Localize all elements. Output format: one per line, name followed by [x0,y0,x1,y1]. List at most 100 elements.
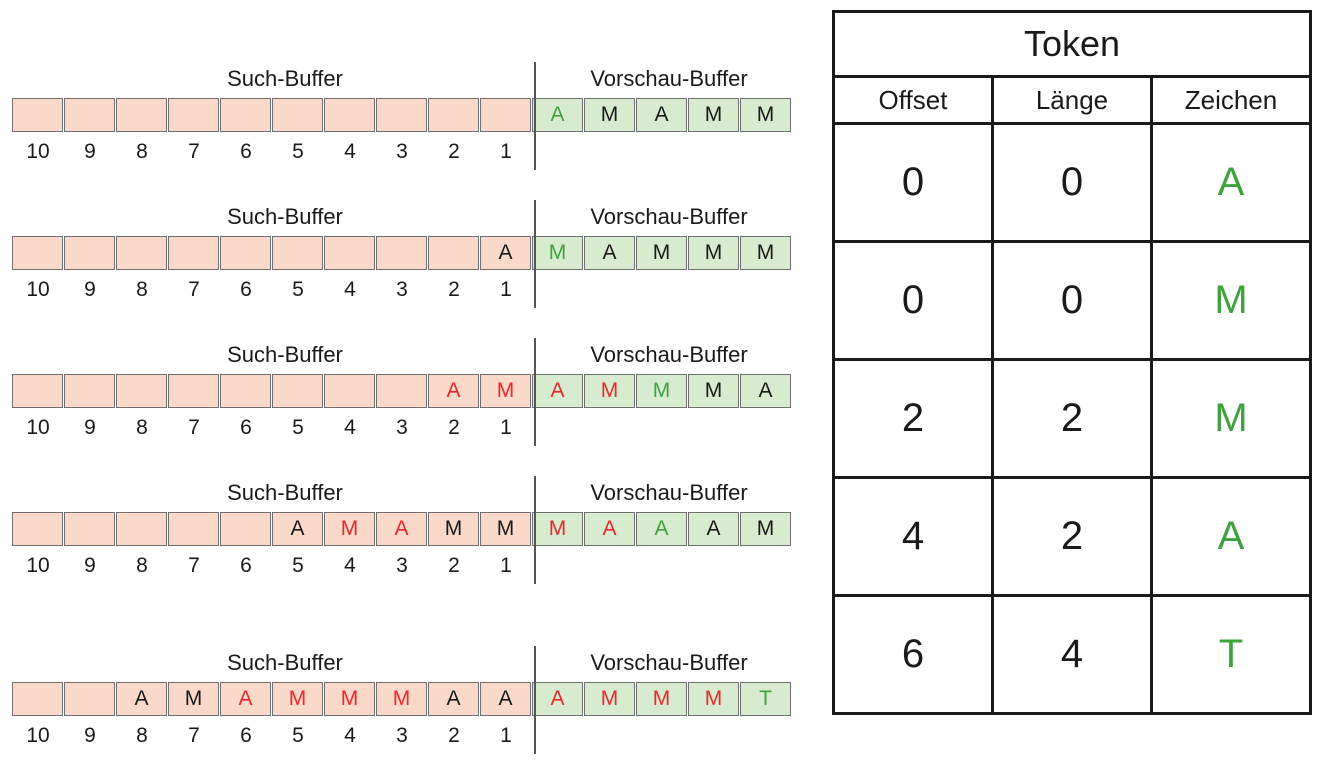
token-row: 4 2 A [832,476,1312,597]
position-number: 10 [26,554,50,577]
lookahead-buffer-cell: M [584,98,635,132]
search-buffer-cell [168,98,219,132]
search-buffer-cell: A [480,236,531,270]
search-buffer-label: Such-Buffer [227,204,343,229]
position-number: 6 [240,140,252,163]
token-char: A [1150,122,1312,243]
search-buffer-cell [116,374,167,408]
lookahead-buffer-label: Vorschau-Buffer [590,204,748,229]
token-length: 0 [991,122,1153,243]
lookahead-buffer-cell: M [688,98,739,132]
position-number: 7 [188,724,200,747]
position-number: 1 [500,416,512,439]
buffer-step: Such-Buffer Vorschau-Buffer A M A M M M A 10 9 8 7 6 5… [12,338,802,458]
lookahead-buffer-cell: A [636,98,687,132]
position-number: 3 [396,554,408,577]
position-numbers: 10 9 8 7 6 5 4 3 2 1 [12,724,532,752]
lookahead-buffer-cell: M [584,682,635,716]
position-number: 6 [240,554,252,577]
search-buffer-cell: A [428,682,479,716]
position-numbers: 10 9 8 7 6 5 4 3 2 1 [12,140,532,168]
token-length: 2 [991,358,1153,479]
search-buffer-cell [168,374,219,408]
lookahead-buffer-cell: M [740,512,791,546]
search-buffer-cell [116,98,167,132]
search-buffer-cell [116,512,167,546]
position-numbers: 10 9 8 7 6 5 4 3 2 1 [12,554,532,582]
position-number: 8 [136,140,148,163]
search-buffer-label: Such-Buffer [227,66,343,91]
lookahead-buffer-cell: M [688,682,739,716]
search-buffer-cell [428,98,479,132]
search-buffer-cell [324,374,375,408]
search-buffer-cell [168,512,219,546]
token-row: 0 0 M [832,240,1312,361]
search-buffer-cell [272,98,323,132]
position-numbers: 10 9 8 7 6 5 4 3 2 1 [12,416,532,444]
search-buffer-cell: A [272,512,323,546]
token-row: 0 0 A [832,122,1312,243]
position-number: 9 [84,278,96,301]
lookahead-buffer-cell: M [532,512,583,546]
search-buffer-cell [272,374,323,408]
position-number: 9 [84,554,96,577]
position-number: 8 [136,416,148,439]
search-buffer-cell: A [116,682,167,716]
search-buffer-cell: M [480,374,531,408]
position-number: 2 [448,416,460,439]
lookahead-buffer-cell: A [584,512,635,546]
lookahead-buffer-cell: M [740,236,791,270]
lookahead-buffer-cell: A [740,374,791,408]
buffer-step: Such-Buffer Vorschau-Buffer A M A M M M A A A M M M T 1… [12,646,802,766]
position-number: 4 [344,554,356,577]
header-length: Länge [991,75,1153,125]
search-buffer-cell: M [428,512,479,546]
lookahead-buffer-cell: A [532,682,583,716]
position-numbers: 10 9 8 7 6 5 4 3 2 1 [12,278,532,306]
lookahead-buffer-label: Vorschau-Buffer [590,650,748,675]
position-number: 10 [26,140,50,163]
search-buffer-cell [64,98,115,132]
position-number: 9 [84,724,96,747]
lookahead-buffer-cell: A [532,374,583,408]
lookahead-buffer-cell: A [532,98,583,132]
token-offset: 0 [832,240,994,361]
position-number: 7 [188,278,200,301]
position-number: 4 [344,724,356,747]
lookahead-buffer-cell: T [740,682,791,716]
search-buffer-cell: A [428,374,479,408]
position-number: 5 [292,278,304,301]
header-char: Zeichen [1150,75,1312,125]
search-buffer-cell [220,374,271,408]
search-buffer-label: Such-Buffer [227,342,343,367]
search-buffer-cell: M [324,682,375,716]
search-buffer-cell [220,236,271,270]
search-buffer-cell [12,98,63,132]
search-buffer-cell [324,98,375,132]
position-number: 3 [396,724,408,747]
position-number: 3 [396,140,408,163]
token-offset: 6 [832,594,994,715]
search-buffer-cell [116,236,167,270]
position-number: 7 [188,416,200,439]
token-title: Token [832,10,1312,78]
search-buffer-cell [168,236,219,270]
search-buffer-cell: A [480,682,531,716]
position-number: 1 [500,140,512,163]
buffer-divider [534,476,536,584]
token-char: A [1150,476,1312,597]
search-buffer-cell [376,236,427,270]
lookahead-buffer-cell: M [532,236,583,270]
search-buffer-cell [428,236,479,270]
position-number: 9 [84,416,96,439]
search-buffer-label: Such-Buffer [227,650,343,675]
header-offset: Offset [832,75,994,125]
lookahead-buffer-cell: M [636,374,687,408]
lookahead-buffer-cell: M [688,236,739,270]
search-buffer-cell: M [168,682,219,716]
search-buffer-cell [64,682,115,716]
search-buffer-cell [220,512,271,546]
search-buffer-cell [12,374,63,408]
search-buffer-cell: A [376,512,427,546]
